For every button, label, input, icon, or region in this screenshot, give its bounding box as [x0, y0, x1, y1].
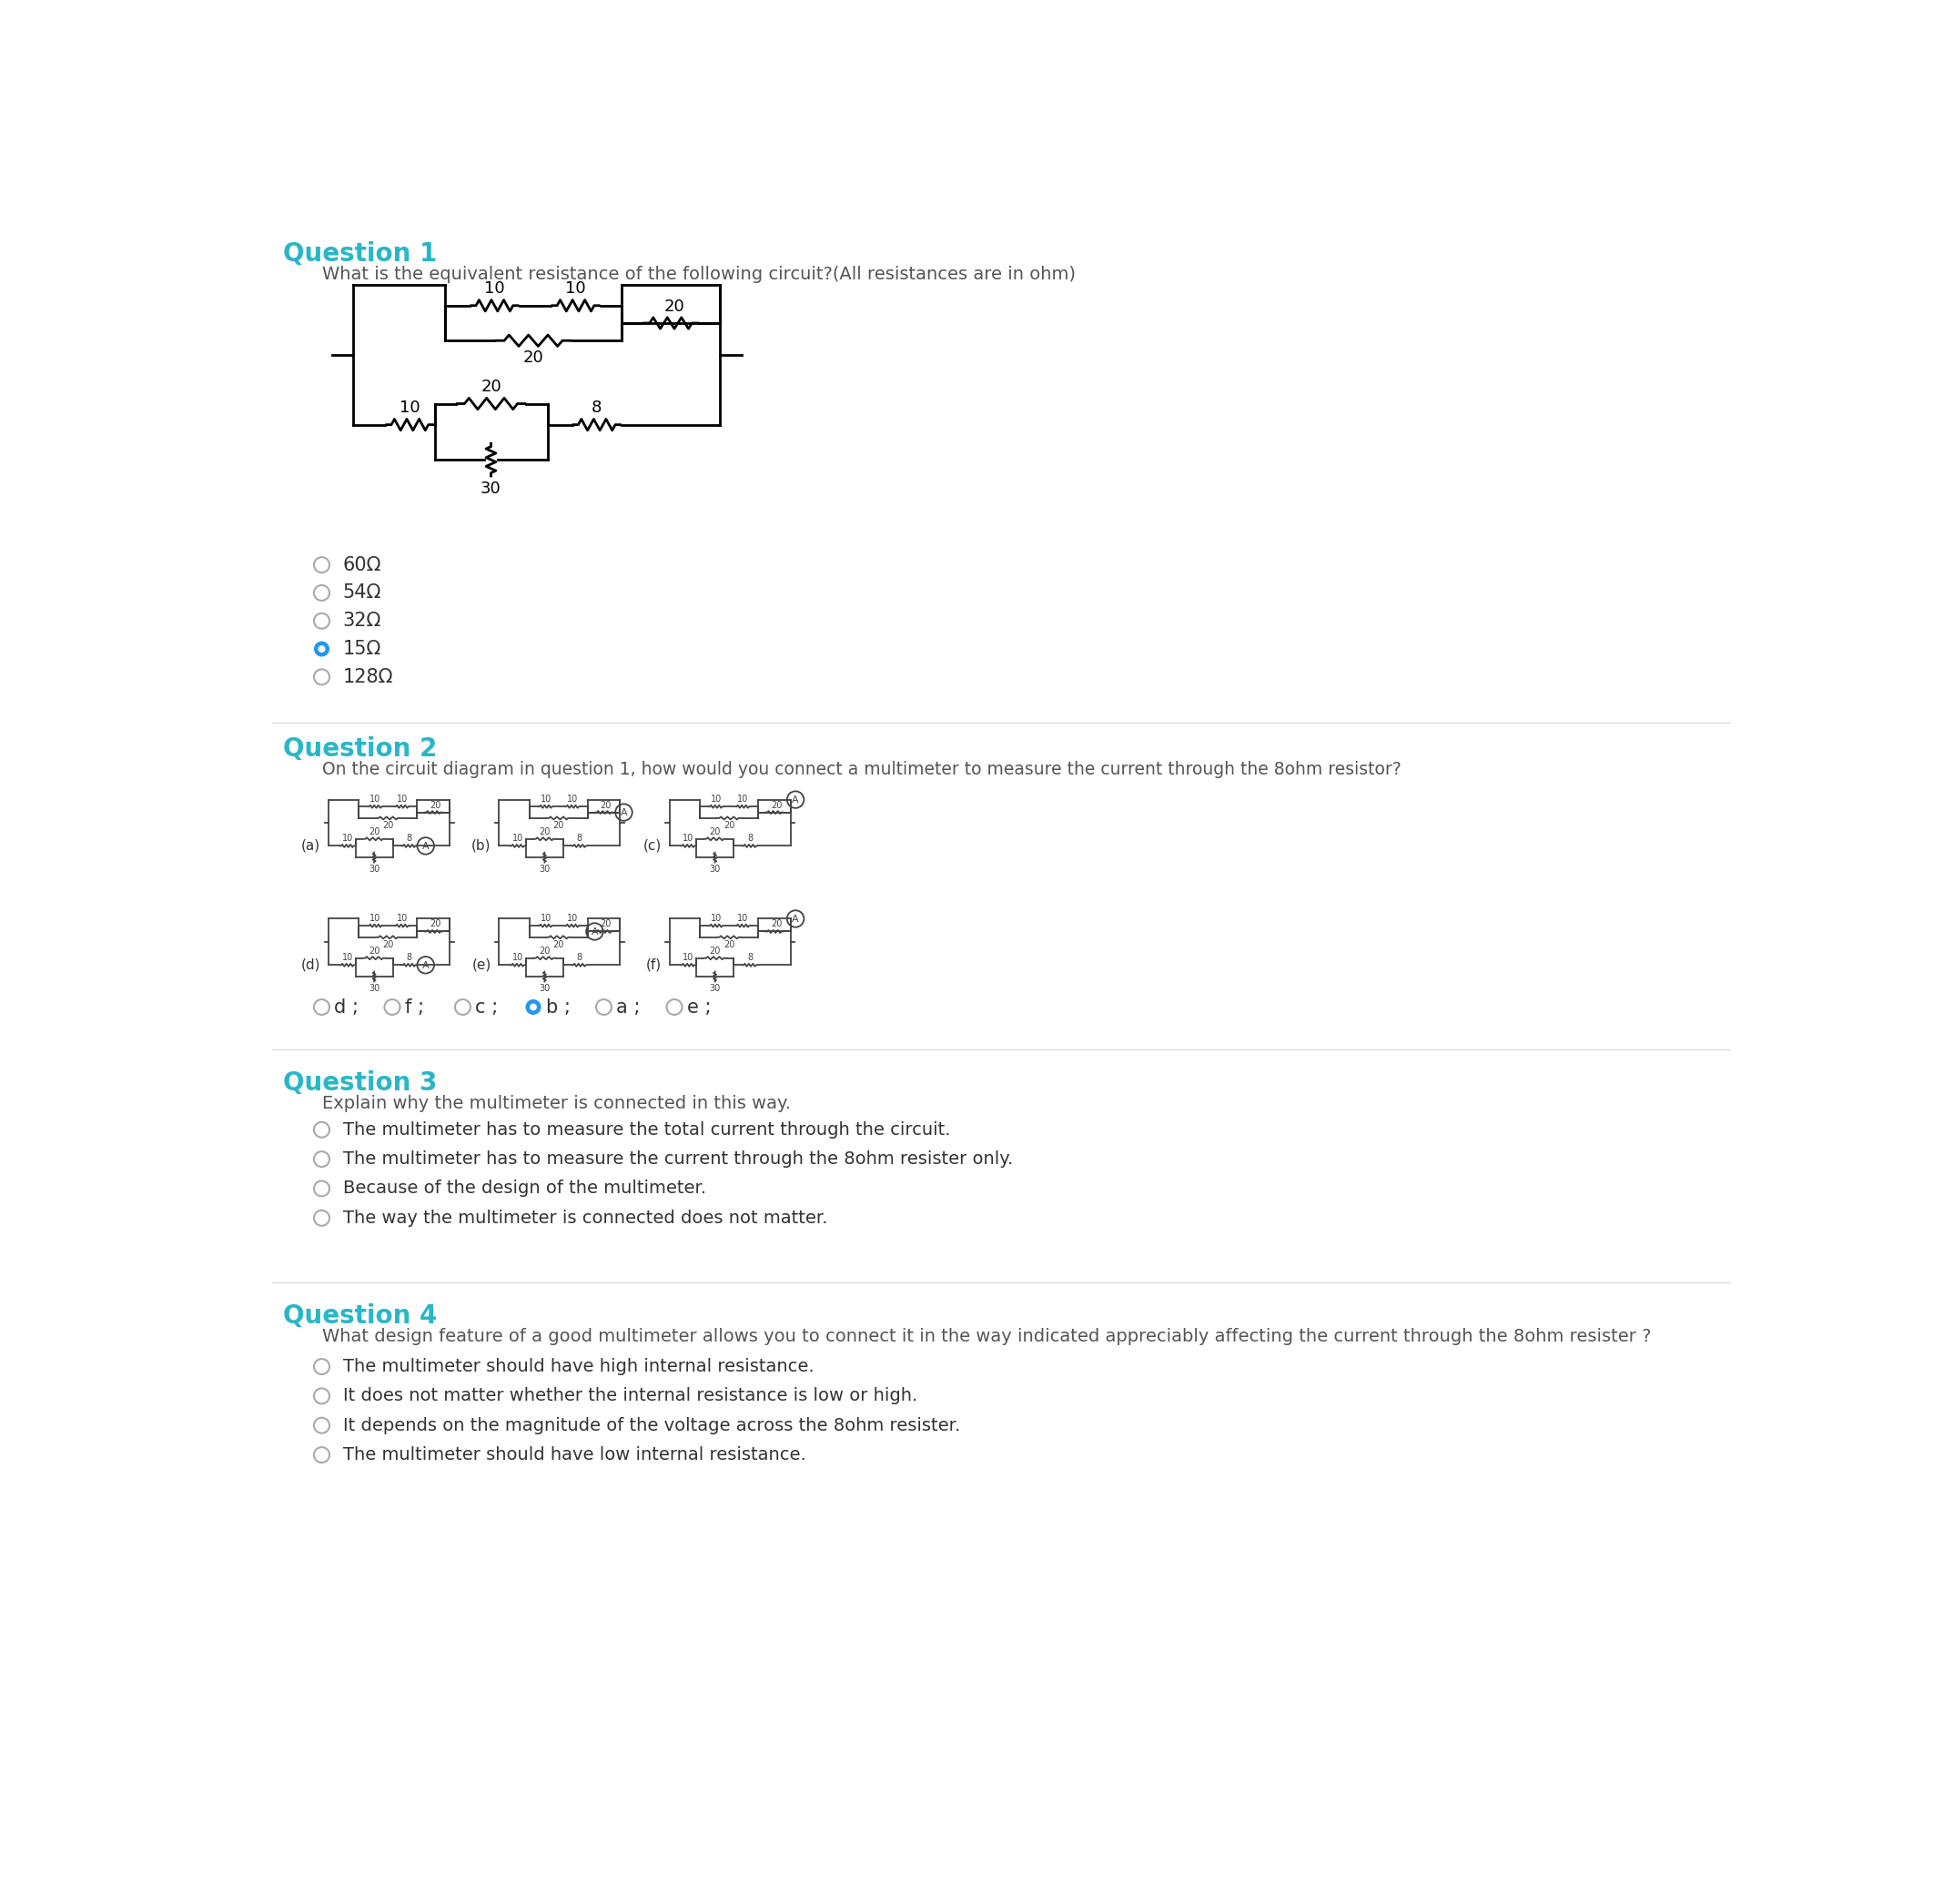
Text: The way the multimeter is connected does not matter.: The way the multimeter is connected does…: [344, 1209, 828, 1226]
Text: 10: 10: [684, 954, 693, 962]
Text: 20: 20: [723, 941, 734, 950]
Text: 8: 8: [576, 954, 582, 962]
Text: 10: 10: [396, 914, 408, 923]
Text: What design feature of a good multimeter allows you to connect it in the way ind: What design feature of a good multimeter…: [322, 1329, 1650, 1346]
Circle shape: [525, 1000, 541, 1015]
Text: 10: 10: [369, 914, 381, 923]
Text: 10: 10: [369, 794, 381, 803]
Text: 8: 8: [576, 834, 582, 843]
Text: 10: 10: [342, 954, 353, 962]
Text: 32Ω: 32Ω: [344, 611, 381, 630]
Text: 20: 20: [723, 821, 734, 830]
Text: The multimeter should have high internal resistance.: The multimeter should have high internal…: [344, 1358, 814, 1375]
Text: 20: 20: [480, 379, 502, 396]
Text: Question 3: Question 3: [283, 1070, 437, 1095]
Text: 54Ω: 54Ω: [344, 585, 381, 602]
Text: A: A: [592, 927, 598, 937]
Text: 20: 20: [430, 800, 441, 809]
Text: 20: 20: [771, 800, 781, 809]
Text: 10: 10: [396, 794, 408, 803]
Text: 10: 10: [684, 834, 693, 843]
Text: 20: 20: [369, 946, 379, 956]
Text: 20: 20: [600, 800, 611, 809]
Text: Question 2: Question 2: [283, 737, 437, 762]
Text: 20: 20: [383, 821, 395, 830]
Text: 20: 20: [430, 920, 441, 929]
Text: The multimeter should have low internal resistance.: The multimeter should have low internal …: [344, 1447, 807, 1464]
Text: 128Ω: 128Ω: [344, 668, 393, 685]
Text: It does not matter whether the internal resistance is low or high.: It does not matter whether the internal …: [344, 1388, 918, 1405]
Text: 8: 8: [748, 954, 752, 962]
Text: b ;: b ;: [547, 998, 570, 1017]
Circle shape: [531, 1003, 537, 1009]
Text: A: A: [422, 962, 430, 971]
Text: 20: 20: [553, 821, 564, 830]
Text: a ;: a ;: [617, 998, 641, 1017]
Text: 20: 20: [369, 826, 379, 836]
Text: 20: 20: [553, 941, 564, 950]
Text: 30: 30: [539, 984, 551, 992]
Text: 10: 10: [711, 914, 723, 923]
Text: c ;: c ;: [475, 998, 498, 1017]
Text: f ;: f ;: [404, 998, 424, 1017]
Text: (f): (f): [646, 958, 662, 971]
Text: 20: 20: [539, 826, 551, 836]
Text: It depends on the magnitude of the voltage across the 8ohm resister.: It depends on the magnitude of the volta…: [344, 1417, 961, 1434]
Text: What is the equivalent resistance of the following circuit?(All resistances are : What is the equivalent resistance of the…: [322, 267, 1076, 284]
Text: 10: 10: [512, 834, 523, 843]
Text: Question 1: Question 1: [283, 242, 437, 267]
Text: 10: 10: [484, 280, 504, 297]
Text: 10: 10: [738, 794, 748, 803]
Text: 10: 10: [738, 914, 748, 923]
Text: A: A: [422, 842, 430, 851]
Text: A: A: [621, 809, 627, 817]
Text: A: A: [793, 916, 799, 923]
Text: 30: 30: [369, 984, 379, 992]
Text: A: A: [793, 796, 799, 805]
Text: 20: 20: [523, 350, 543, 366]
Text: 20: 20: [709, 826, 721, 836]
Text: 10: 10: [342, 834, 353, 843]
Text: 20: 20: [539, 946, 551, 956]
Text: 20: 20: [600, 920, 611, 929]
Circle shape: [314, 642, 330, 657]
Text: Because of the design of the multimeter.: Because of the design of the multimeter.: [344, 1180, 707, 1198]
Text: 10: 10: [566, 914, 578, 923]
Text: (e): (e): [471, 958, 490, 971]
Text: 30: 30: [539, 864, 551, 874]
Text: 10: 10: [512, 954, 523, 962]
Text: 10: 10: [566, 794, 578, 803]
Text: (a): (a): [301, 840, 320, 853]
Text: (c): (c): [643, 840, 662, 853]
Text: 10: 10: [541, 794, 551, 803]
Text: 20: 20: [383, 941, 395, 950]
Text: 8: 8: [406, 954, 412, 962]
Text: (d): (d): [301, 958, 320, 971]
Text: 20: 20: [709, 946, 721, 956]
Circle shape: [318, 645, 324, 651]
Text: 30: 30: [480, 482, 502, 497]
Text: 30: 30: [709, 984, 721, 992]
Text: 60Ω: 60Ω: [344, 556, 381, 573]
Text: 30: 30: [709, 864, 721, 874]
Text: Explain why the multimeter is connected in this way.: Explain why the multimeter is connected …: [322, 1095, 791, 1112]
Text: 10: 10: [541, 914, 551, 923]
Text: 15Ω: 15Ω: [344, 640, 381, 659]
Text: d ;: d ;: [334, 998, 359, 1017]
Text: The multimeter has to measure the current through the 8ohm resister only.: The multimeter has to measure the curren…: [344, 1150, 1014, 1167]
Text: 30: 30: [369, 864, 379, 874]
Text: On the circuit diagram in question 1, how would you connect a multimeter to meas: On the circuit diagram in question 1, ho…: [322, 762, 1400, 779]
Text: 10: 10: [400, 400, 420, 417]
Text: e ;: e ;: [687, 998, 711, 1017]
Text: 20: 20: [771, 920, 781, 929]
Text: The multimeter has to measure the total current through the circuit.: The multimeter has to measure the total …: [344, 1121, 951, 1139]
Text: 8: 8: [748, 834, 752, 843]
Text: Question 4: Question 4: [283, 1304, 437, 1329]
Text: (b): (b): [471, 840, 490, 853]
Text: 10: 10: [564, 280, 586, 297]
Text: 8: 8: [592, 400, 602, 417]
Text: 10: 10: [711, 794, 723, 803]
Text: 20: 20: [664, 299, 686, 314]
Text: 8: 8: [406, 834, 412, 843]
